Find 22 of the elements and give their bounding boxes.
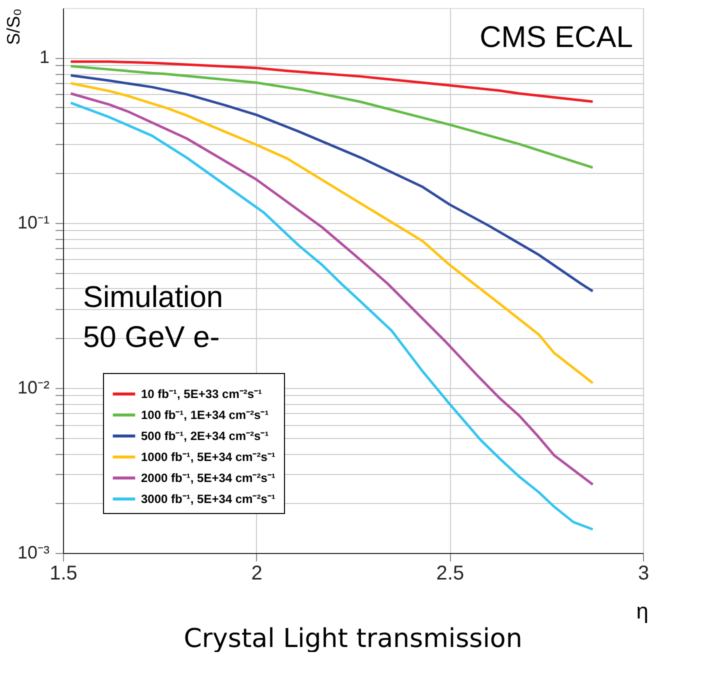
y-tick-label: 10⁻¹ <box>17 212 50 232</box>
annotation: 50 GeV e- <box>83 321 220 354</box>
legend-label: 1000 fb⁻¹, 5E+34 cm⁻²s⁻¹ <box>141 450 276 464</box>
x-tick-label: 2.5 <box>436 562 464 584</box>
x-tick-label: 3 <box>638 562 650 584</box>
line-series <box>69 64 594 169</box>
legend-label: 500 fb⁻¹, 2E+34 cm⁻²s⁻¹ <box>141 429 269 443</box>
x-tick-label: 1.5 <box>50 562 78 584</box>
annotation: CMS ECAL <box>480 21 633 54</box>
legend-label: 3000 fb⁻¹, 5E+34 cm⁻²s⁻¹ <box>141 492 276 506</box>
legend-label: 2000 fb⁻¹, 5E+34 cm⁻²s⁻¹ <box>141 471 276 485</box>
legend-label: 100 fb⁻¹, 1E+34 cm⁻²s⁻¹ <box>141 408 269 422</box>
line-series <box>69 60 594 103</box>
x-axis-title: η <box>636 598 648 624</box>
y-tick-label: 10⁻³ <box>17 542 50 562</box>
legend-label: 10 fb⁻¹, 5E+33 cm⁻²s⁻¹ <box>141 387 262 401</box>
y-tick-label: 10⁻² <box>17 377 50 398</box>
line-series <box>69 82 594 384</box>
annotation: Simulation <box>83 281 224 314</box>
x-tick-label: 2 <box>251 562 262 584</box>
y-axis-title: S/S₀ <box>4 8 24 45</box>
y-tick-label: 1 <box>39 47 50 68</box>
